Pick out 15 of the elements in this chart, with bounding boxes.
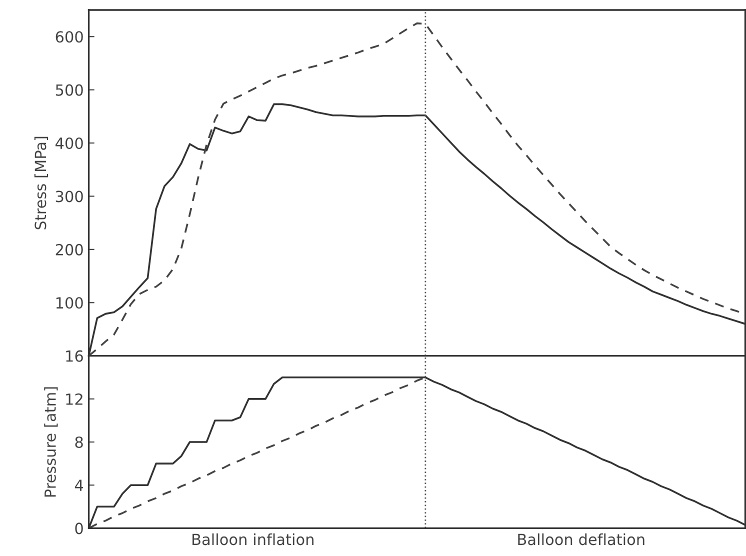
text: Balloon deflation xyxy=(518,533,644,546)
y-axis-title: Stress [MPa] xyxy=(34,136,48,230)
y-tick-label: 500 xyxy=(56,84,83,96)
y-tick-label: 400 xyxy=(56,137,83,150)
text: Balloon inflation xyxy=(192,533,314,546)
y-tick-label: 300 xyxy=(56,190,83,202)
y-tick-label: 12 xyxy=(66,393,82,405)
y-tick-label: 8 xyxy=(75,436,83,448)
y-tick-label: 600 xyxy=(56,31,83,43)
y-axis-title: Pressure [atm] xyxy=(44,387,58,497)
y-tick-label: 200 xyxy=(56,244,83,256)
y-tick-label: 4 xyxy=(74,480,84,491)
y-tick-label: 16 xyxy=(66,350,83,362)
y-tick-label: 100 xyxy=(56,297,83,309)
y-tick-label: 0 xyxy=(75,522,83,534)
